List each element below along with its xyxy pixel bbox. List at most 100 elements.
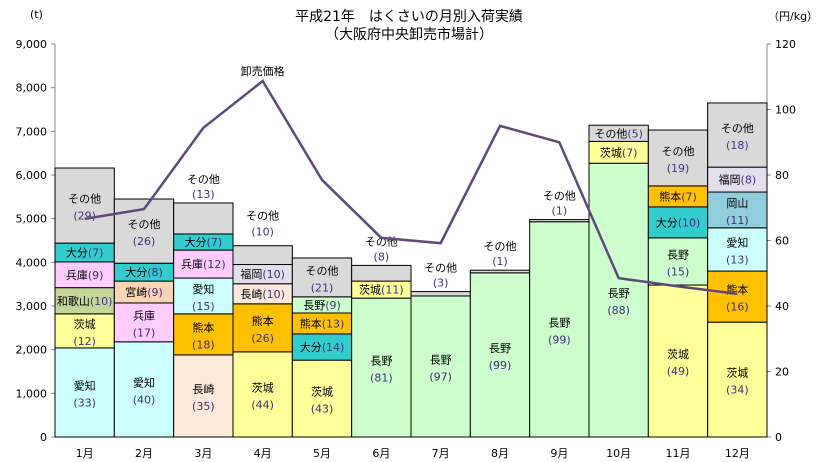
y2-tick-label: 60: [775, 235, 789, 248]
segment-label: 長野(99): [548, 316, 571, 346]
segment-label: 長崎(35): [192, 382, 215, 413]
segment-label: 福岡(10): [240, 267, 285, 281]
segment-label: 熊本(7): [659, 189, 697, 203]
chart-title: 平成21年 はくさいの月別入荷実績: [295, 9, 523, 25]
segment-label: その他(1): [543, 190, 576, 218]
bar-segment: [410, 291, 471, 297]
y-tick-label: 8,000: [16, 82, 48, 95]
bar-segment: [588, 162, 649, 438]
bar-segment: [351, 297, 412, 438]
segment-label: 岡山(11): [726, 197, 749, 227]
segment-label: 和歌山(10): [57, 294, 113, 308]
segment-label: 愛知(13): [726, 235, 749, 266]
bar-segment: [173, 249, 234, 279]
segment-label: 大分(7): [185, 235, 223, 249]
segment-label: 兵庫(9): [66, 268, 104, 282]
segment-label: 兵庫(12): [181, 257, 226, 271]
bar-segment: [647, 206, 709, 239]
bar-segment: [173, 202, 234, 235]
bar-segment: [647, 284, 709, 438]
x-tick-label: 5月: [313, 447, 331, 460]
bar-segment: [291, 359, 353, 438]
segment-label: 愛知(33): [73, 378, 96, 409]
segment-label: 長崎(10): [240, 287, 285, 301]
x-tick-label: 2月: [135, 447, 153, 460]
x-tick-label: 9月: [550, 447, 568, 460]
bar-segment: [469, 269, 531, 274]
y2-tick-label: 120: [775, 38, 796, 51]
segment-label: その他(1): [484, 240, 517, 268]
segment-label: 愛知(15): [192, 282, 215, 313]
y-tick-label: 9,000: [16, 38, 48, 51]
bar-segment: [647, 237, 709, 286]
bar-segment: [291, 257, 353, 298]
bar-segment: [707, 191, 768, 229]
bar-segment: [647, 129, 709, 187]
y-tick-label: 1,000: [16, 387, 48, 400]
segment-label: 愛知(40): [133, 375, 156, 406]
segment-label: 熊本(26): [251, 314, 274, 345]
y2-tick-label: 40: [775, 300, 789, 313]
bar-segment: [529, 219, 590, 223]
segment-label: その他(10): [246, 210, 279, 239]
segment-label: 茨城(7): [600, 145, 638, 159]
segment-label: 大分(10): [656, 215, 701, 229]
x-tick-label: 11月: [666, 447, 691, 460]
x-tick-label: 4月: [254, 447, 272, 460]
bar-segment: [469, 272, 531, 438]
segment-label: 宮崎(9): [125, 285, 163, 299]
bar-segment: [232, 245, 293, 266]
y-tick-label: 3,000: [16, 300, 48, 313]
segment-label: 長野(99): [489, 342, 512, 372]
segment-label: その他(13): [187, 173, 220, 201]
segment-label: 茨城(44): [251, 380, 274, 411]
price-line: [84, 79, 738, 296]
segment-label: 長野(88): [607, 287, 630, 317]
y2-tick-label: 100: [775, 104, 796, 117]
y-tick-label: 7,000: [16, 125, 48, 138]
segment-label: 長野(9): [303, 299, 341, 312]
bar-segment: [173, 354, 234, 438]
segment-label: その他(19): [662, 145, 695, 175]
bar-segment: [707, 270, 768, 323]
segment-label: 兵庫(17): [133, 308, 156, 339]
segment-label: 長野(15): [667, 248, 690, 278]
x-tick-label: 12月: [725, 447, 750, 460]
segment-label: 大分(8): [125, 265, 163, 279]
y-tick-label: 4,000: [16, 256, 48, 269]
bar-segment: [707, 166, 768, 193]
segment-label: その他(3): [424, 262, 457, 290]
y-tick-label: 5,000: [16, 213, 48, 226]
bar-segment: [529, 221, 590, 438]
segment-label: 大分(14): [300, 340, 345, 354]
bar-segment: [54, 167, 115, 244]
segment-label: 長野(81): [370, 355, 393, 385]
y2-tick-label: 80: [775, 169, 789, 182]
segment-label: その他(26): [128, 218, 161, 248]
y2-tick-label: 0: [775, 431, 782, 444]
bar-segment: [173, 313, 234, 356]
bar-segment: [410, 295, 471, 438]
y2-tick-label: 20: [775, 366, 789, 379]
line-label: 卸売価格: [241, 64, 285, 78]
segment-label: 茨城(34): [726, 366, 749, 397]
bar-segment: [707, 102, 768, 168]
segment-label: その他(29): [68, 193, 101, 223]
segment-label: 茨城(43): [311, 385, 334, 416]
bar-segment: [707, 227, 768, 272]
segment-label: その他(21): [306, 264, 339, 294]
x-tick-label: 10月: [606, 447, 631, 460]
bar-segment: [351, 264, 412, 282]
segment-label: 長野(97): [429, 353, 452, 383]
bar-segment: [232, 351, 293, 438]
segment-label: 茨城(11): [359, 283, 404, 297]
bar-segment: [54, 261, 115, 289]
x-tick-label: 7月: [432, 447, 450, 460]
bar-segment: [232, 303, 293, 353]
segment-label: 熊本(18): [192, 320, 215, 351]
segment-label: 福岡(8): [719, 173, 757, 187]
segment-label: その他(18): [721, 122, 754, 152]
y-tick-label: 6,000: [16, 169, 48, 182]
